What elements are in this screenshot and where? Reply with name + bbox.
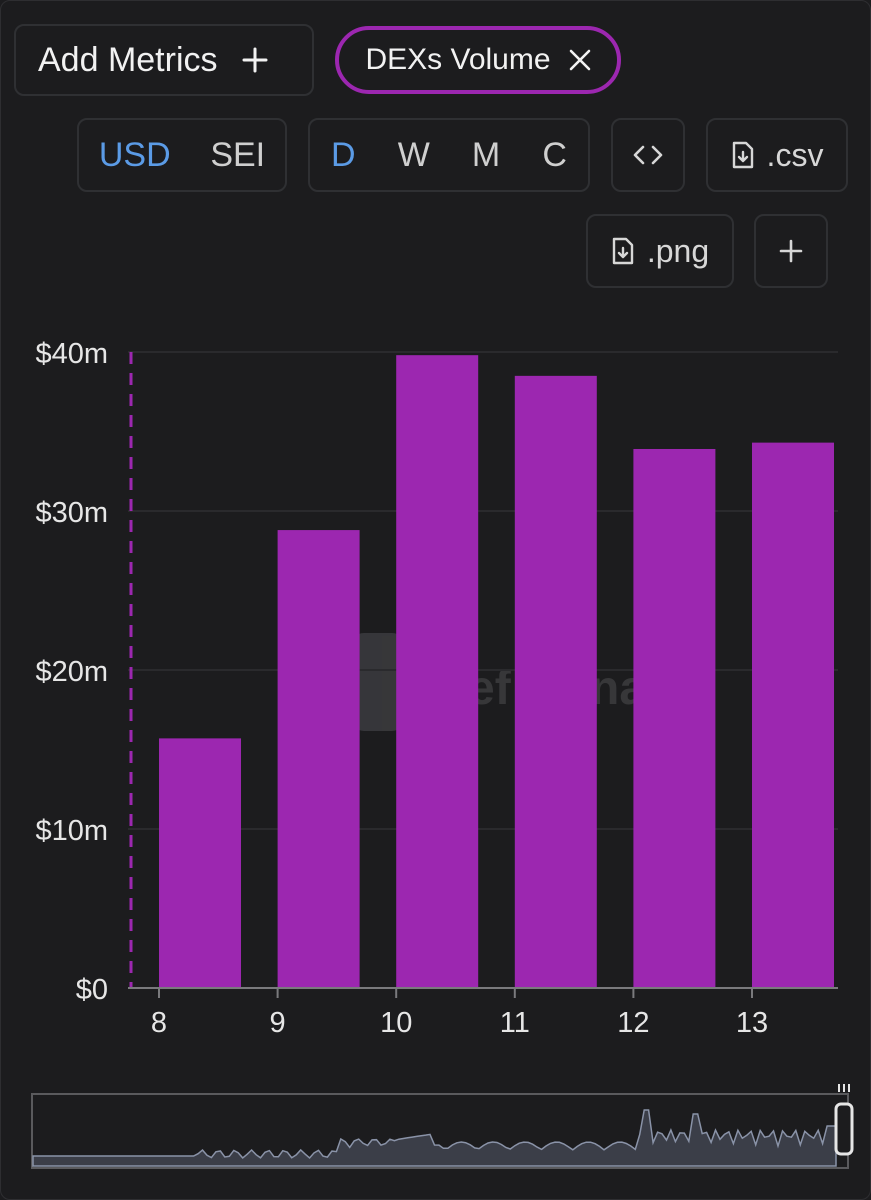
x-tick-label: 10 [380,1007,412,1039]
add-metrics-button[interactable]: Add Metrics [14,24,314,96]
embed-button[interactable] [611,118,685,192]
y-tick-label: $20m [35,656,108,688]
y-tick-label: $30m [35,497,108,529]
code-icon [633,145,663,165]
plus-icon [242,47,267,73]
bar[interactable] [752,442,834,988]
currency-toggle: USD SEI [77,118,287,192]
more-options-button[interactable] [754,214,828,288]
close-icon[interactable] [569,49,591,71]
bars [159,355,834,989]
interval-toggle: D W M C [308,118,590,192]
y-axis: $0 $10m $20m $30m $40m [35,338,108,1006]
add-metrics-label: Add Metrics [38,40,218,79]
y-tick-label: $0 [76,974,108,1006]
bar[interactable] [514,375,597,989]
bar[interactable] [396,355,479,988]
bar[interactable] [159,738,241,988]
bar[interactable] [633,448,716,988]
x-tick-label: 8 [151,1007,167,1039]
range-slider-handle[interactable] [834,1084,854,1156]
download-png-button[interactable]: .png [586,214,734,288]
csv-label: .csv [766,136,824,173]
x-axis: 8 9 10 11 12 13 [151,988,768,1039]
bar[interactable] [277,530,360,988]
x-tick-label: 9 [270,1007,286,1039]
interval-option-c[interactable]: C [542,135,567,174]
metric-chip-label: DEXs Volume [365,43,551,76]
x-tick-label: 11 [500,1007,530,1039]
file-download-icon [612,237,634,265]
interval-option-w[interactable]: W [397,135,430,174]
png-label: .png [646,232,710,269]
y-tick-label: $10m [35,815,108,847]
file-download-icon [732,141,753,169]
y-tick-label: $40m [35,338,108,370]
currency-option-usd[interactable]: USD [98,135,171,174]
interval-option-d[interactable]: D [331,135,356,174]
range-slider[interactable] [0,1080,871,1180]
currency-option-sei[interactable]: SEI [210,135,266,174]
plus-icon [779,239,803,263]
grid-lines [128,351,838,830]
interval-option-m[interactable]: M [471,135,501,174]
metric-chip-dexs-volume[interactable]: DEXs Volume [335,26,621,94]
x-tick-label: 13 [736,1007,768,1039]
download-csv-button[interactable]: .csv [706,118,848,192]
bar-chart: ef na $0 $10m $20m $30m $40m 8 9 10 11 12 13 [35,338,838,1039]
x-tick-label: 12 [617,1007,649,1039]
watermark: ef na [350,633,646,731]
overview-sparkline [32,1109,837,1167]
